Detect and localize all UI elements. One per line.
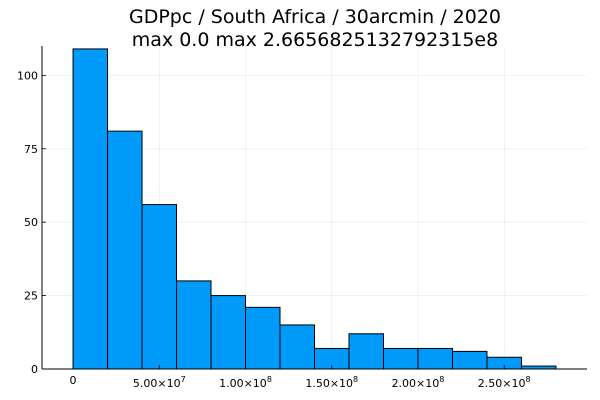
histogram-bar-11 bbox=[451, 350, 488, 370]
tick-layer: 0 25 50 75 100 0 5.00×107 1.00×108 1.50×108 2.00×… bbox=[17, 69, 531, 390]
histogram-bar-5 bbox=[245, 306, 281, 370]
x-tick-label-4: 2.00×108 bbox=[392, 375, 445, 390]
histogram-bar-1 bbox=[107, 130, 143, 370]
histogram-bar-9 bbox=[382, 347, 419, 370]
histogram-bar-0 bbox=[72, 48, 109, 370]
chart-title: GDPpc / South Africa / 30arcmin / 2020 bbox=[129, 6, 501, 28]
histogram-bar-8 bbox=[348, 333, 384, 370]
y-tick-label-0: 0 bbox=[31, 363, 38, 376]
y-tick-label-3: 75 bbox=[24, 143, 38, 156]
chart-subtitle: max 0.0 max 2.6656825132792315e8 bbox=[132, 29, 498, 51]
bar-layer bbox=[72, 48, 557, 370]
y-tick-label-2: 50 bbox=[24, 216, 38, 229]
histogram-bar-4 bbox=[210, 295, 247, 370]
histogram-bar-2 bbox=[141, 204, 178, 370]
axis-layer bbox=[41, 46, 587, 370]
x-tick-label-2: 1.00×108 bbox=[219, 375, 272, 390]
x-tick-label-0: 0 bbox=[70, 374, 77, 387]
y-tick-label-4: 100 bbox=[17, 69, 38, 82]
x-tick-label-1: 5.00×107 bbox=[133, 375, 186, 390]
histogram-bar-3 bbox=[176, 280, 212, 370]
x-tick-label-5: 2.50×108 bbox=[478, 375, 531, 390]
histogram-bar-10 bbox=[417, 347, 453, 370]
histogram-bar-6 bbox=[279, 324, 315, 370]
x-tick-label-3: 1.50×108 bbox=[305, 375, 358, 390]
y-tick-label-1: 25 bbox=[24, 290, 38, 303]
